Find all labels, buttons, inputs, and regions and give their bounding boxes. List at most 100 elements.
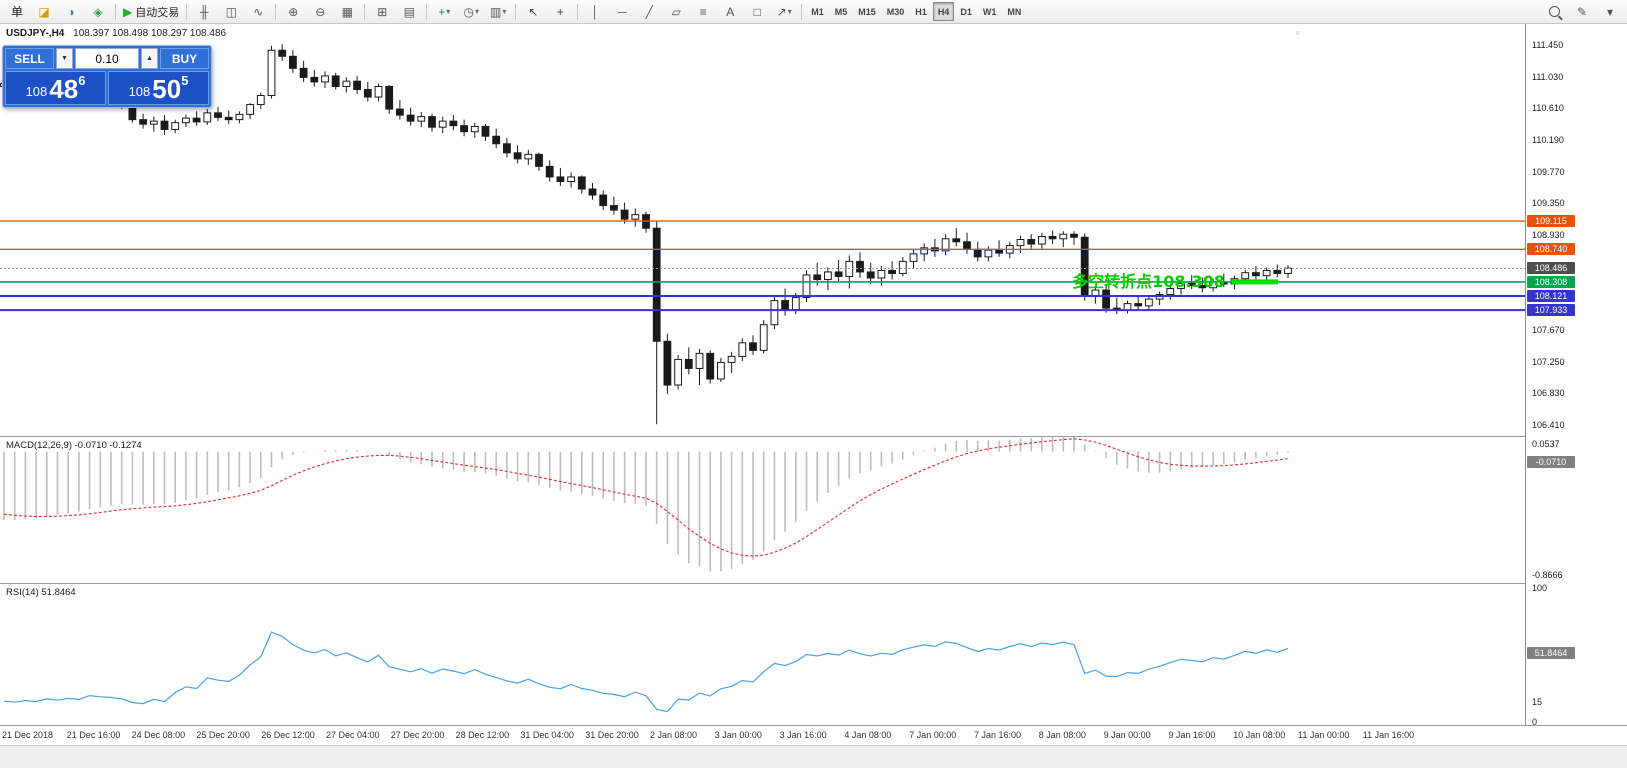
lot-size-input[interactable]	[75, 48, 139, 69]
rsi-level-label: 15	[1532, 696, 1543, 707]
buy-price-pips: 50	[152, 74, 182, 104]
shapes-button[interactable]: □	[744, 1, 770, 23]
price-axis-label: 107.250	[1532, 356, 1565, 367]
cursor-button[interactable]: ↖	[520, 1, 546, 23]
chart-annotation[interactable]: 多空转折点108.308	[1072, 272, 1225, 291]
timeframe-m15[interactable]: M15	[858, 6, 876, 17]
templates-icon: ▥	[490, 4, 502, 19]
lot-decrease-button[interactable]: ▼	[56, 48, 73, 69]
candle	[1112, 297, 1121, 315]
candle	[1262, 267, 1271, 281]
rsi-panel[interactable]	[0, 583, 1525, 725]
periods-button[interactable]: ◷ ▾	[458, 1, 484, 23]
bar-chart-button[interactable]: ╫	[191, 1, 217, 23]
fibonacci-button[interactable]: ≡	[690, 1, 716, 23]
candlestick-chart[interactable]: 多空转折点108.308	[0, 24, 1525, 436]
timeframe-h4[interactable]: H4	[932, 2, 955, 21]
horizontal-line-button[interactable]: ─	[609, 1, 635, 23]
panel-separator[interactable]	[0, 436, 1627, 437]
tile-windows-button[interactable]: ⊞	[369, 1, 395, 23]
vertical-line-button[interactable]: │	[582, 1, 608, 23]
timeframe-m5[interactable]: M5	[834, 6, 848, 17]
candle	[834, 259, 843, 283]
sell-price-display[interactable]: 108 48 6	[5, 71, 106, 105]
timeframe-d1[interactable]: D1	[960, 6, 972, 17]
fibonacci-icon: ≡	[699, 4, 707, 19]
autotrading-button[interactable]: ▶ 自动交易	[120, 1, 182, 23]
candle	[759, 320, 768, 354]
panel-separator[interactable]	[0, 725, 1627, 726]
candle	[1027, 234, 1036, 250]
candle	[406, 107, 415, 126]
macd-panel[interactable]	[0, 436, 1525, 583]
price-badge: 108.308	[1527, 275, 1575, 288]
navigator-icon[interactable]: ◈	[85, 1, 111, 23]
text-tool-button[interactable]: A	[717, 1, 743, 23]
crosshair-button[interactable]: +	[547, 1, 573, 23]
candle	[1102, 284, 1110, 313]
candle	[1048, 230, 1057, 245]
candle	[1038, 232, 1046, 249]
edit-button[interactable]: ✎	[1569, 1, 1595, 23]
candle	[1166, 285, 1175, 300]
cascade-windows-button[interactable]: ▤	[396, 1, 422, 23]
chart-restore-icon[interactable]: ▫	[1296, 28, 1300, 39]
profiles-icon[interactable]: ◑	[58, 1, 84, 23]
horizontal-line-icon: ─	[617, 4, 627, 19]
new-order-button[interactable]: 单	[4, 1, 30, 23]
chart-window-icon: ◪	[38, 4, 50, 19]
candlestick-chart-icon: ◫	[225, 4, 237, 19]
arrows-button[interactable]: ↗ ▾	[771, 1, 797, 23]
rsi-name: RSI(14)	[6, 587, 39, 598]
candle	[888, 261, 897, 280]
channel-button[interactable]: ▱	[663, 1, 689, 23]
candle	[278, 44, 287, 61]
shapes-icon: □	[753, 4, 761, 19]
time-axis-label: 21 Dec 2018	[2, 730, 54, 740]
trend-segment[interactable]	[1232, 279, 1278, 285]
search-button[interactable]	[1541, 1, 1567, 23]
buy-price-display[interactable]: 108 50 5	[108, 71, 209, 105]
candle	[1145, 296, 1153, 311]
time-axis-label: 31 Dec 04:00	[520, 730, 574, 740]
rsi-level-label: 0	[1532, 717, 1538, 727]
time-axis-label: 9 Jan 00:00	[1103, 730, 1151, 740]
timeframe-h1[interactable]: H1	[915, 6, 927, 17]
candle	[738, 338, 747, 361]
candle	[182, 114, 190, 128]
line-chart-button[interactable]: ∿	[245, 1, 271, 23]
time-axis-label: 25 Dec 20:00	[196, 730, 250, 740]
candle	[1070, 231, 1078, 245]
sell-button[interactable]: SELL	[5, 48, 54, 69]
timeframe-m30[interactable]: M30	[886, 6, 905, 17]
zoom-out-button[interactable]: ⊖	[307, 1, 333, 23]
candle	[556, 167, 565, 186]
candle	[299, 60, 308, 82]
candle	[824, 267, 832, 291]
candle	[866, 262, 875, 285]
time-axis-label: 11 Jan 16:00	[1362, 730, 1415, 740]
macd-axis-min-label: -0.8666	[1532, 570, 1563, 580]
grid-button[interactable]: ▦	[334, 1, 360, 23]
candlestick-chart-button[interactable]: ◫	[218, 1, 244, 23]
trendline-button[interactable]: ╱	[636, 1, 662, 23]
zoom-in-button[interactable]: ⊕	[280, 1, 306, 23]
panel-separator[interactable]	[0, 583, 1627, 584]
timeframe-m1[interactable]: M1	[811, 6, 824, 17]
timeframe-w1[interactable]: W1	[982, 6, 997, 17]
time-axis-label: 31 Dec 20:00	[585, 730, 639, 740]
candle	[310, 69, 319, 87]
candle	[192, 111, 201, 126]
lot-increase-button[interactable]: ▲	[141, 48, 158, 69]
crosshair-icon: +	[556, 4, 564, 19]
templates-button[interactable]: ▥ ▾	[485, 1, 511, 23]
candle	[845, 255, 854, 289]
rsi-line	[3, 631, 1289, 713]
indicators-button[interactable]: + ▾	[431, 1, 457, 23]
chart-window-icon[interactable]: ◪	[31, 1, 57, 23]
macd-values: -0.0710 -0.1274	[74, 440, 142, 451]
more-button[interactable]: ▾	[1597, 1, 1623, 23]
macd-axis-max-label: 0.0537	[1532, 439, 1560, 449]
timeframe-mn[interactable]: MN	[1007, 6, 1022, 17]
buy-button[interactable]: BUY	[160, 48, 209, 69]
